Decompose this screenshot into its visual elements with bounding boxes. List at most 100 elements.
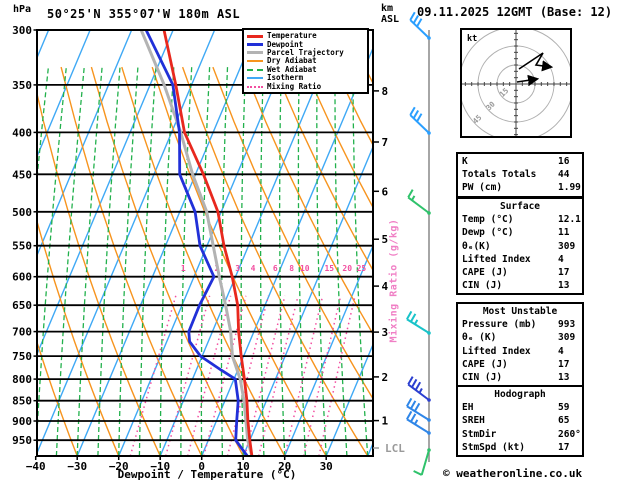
wind-barb [409, 106, 431, 135]
legend-item: Temperature [247, 32, 364, 40]
stat-value: 17 [558, 358, 570, 370]
x-tick-label: 30 [320, 460, 333, 473]
legend-item: Dewpoint [247, 40, 364, 48]
profile-temperature [162, 30, 254, 456]
stat-row: Lifted Index 4 [462, 345, 578, 358]
asl-unit: ASL [381, 14, 400, 25]
stat-label: PW (cm) [462, 182, 503, 194]
stats-section-title: Surface [499, 201, 541, 212]
stat-row: Dewp (°C) 11 [462, 226, 578, 239]
stats-section-title: Hodograph [494, 389, 546, 400]
km-tick-label: 7 [382, 136, 389, 149]
stat-value: 13 [558, 280, 570, 292]
km-tick-label: 5 [382, 233, 389, 246]
km-tick-label: 2 [382, 371, 389, 384]
datetime-header: 09.11.2025 12GMT (Base: 12) [417, 5, 613, 19]
stat-value: 309 [558, 240, 576, 252]
legend-swatch-dotted [247, 85, 263, 88]
pressure-tick-label: 900 [12, 415, 32, 428]
km-tick-labels: 8 7 6 5 4 3 2 1 LCL [373, 85, 405, 455]
x-tick-label: 20 [278, 460, 291, 473]
legend-label: Wet Adiabat [267, 64, 317, 74]
plot-border [36, 29, 374, 457]
stats-section-hodograph: Hodograph EH 59 SREH 65 StmDir 260° StmSpd (kt)… [456, 385, 584, 458]
pressure-tick-label: 750 [12, 350, 32, 363]
lcl-label: LCL [385, 442, 405, 455]
mixing-ratio-label: 4 [251, 264, 256, 273]
x-tick-label: −40 [26, 460, 46, 473]
stat-label: StmSpd (kt) [462, 441, 525, 453]
stat-row: StmDir 260° [462, 428, 581, 441]
pressure-tick-label: 500 [12, 206, 32, 219]
legend-box: Temperature Dewpoint Parcel Trajectory Dry … [242, 28, 369, 94]
pressure-tick-label: 650 [12, 299, 32, 312]
legend-item: Isotherm [247, 74, 364, 82]
stat-value: 59 [558, 402, 570, 414]
stat-value: 993 [558, 319, 576, 331]
stat-label: K [462, 156, 468, 167]
stat-row: Lifted Index 4 [462, 253, 578, 266]
stat-label: SREH [462, 415, 485, 427]
legend-item: Wet Adiabat [247, 64, 364, 74]
km-unit: km [381, 3, 394, 14]
x-tick-label: 10 [237, 460, 250, 473]
stat-row: StmSpd (kt) 17 [462, 441, 578, 454]
wind-barb [409, 11, 431, 40]
legend-swatch-dashed [247, 68, 263, 71]
stat-label: CAPE (J) [462, 358, 508, 370]
km-tick-label: 3 [382, 326, 389, 339]
pressure-tick-label: 700 [12, 326, 32, 339]
isotherm-lines [37, 30, 373, 456]
stat-row: θₑ(K) 309 [462, 240, 578, 253]
stat-row: Totals Totals 44 [462, 168, 578, 181]
mixing-ratio-label: 8 [289, 264, 294, 273]
stat-value: 4 [558, 253, 564, 265]
sounding-profiles [139, 30, 254, 456]
x-tick-label: 0 [198, 460, 205, 473]
mixing-ratio-label: 20 [342, 264, 352, 273]
stats-section-indices: K 16 Totals Totals 44 PW (cm) 1.99 [456, 152, 584, 198]
stat-row: K 16 [462, 155, 578, 168]
hodograph-box: 15 30 45 kt [458, 26, 574, 142]
stat-row: EH 59 [462, 401, 578, 414]
pressure-tick-label: 400 [12, 126, 32, 139]
wind-barb [407, 376, 431, 402]
stats-section-title: Most Unstable [482, 306, 558, 317]
mixing-ratio-label: 1 [181, 264, 186, 273]
pressure-tick-label: 850 [12, 395, 32, 408]
legend-label: Dry Adiabat [267, 56, 317, 66]
stat-value: 1.99 [558, 182, 581, 194]
pressure-tick-labels: 300 350 400 450 500 550 600 650 700 750 800 850 900 9… [12, 24, 37, 447]
legend-item: Mixing Ratio [247, 82, 364, 90]
stat-row: CIN (J) 13 [462, 279, 578, 292]
stat-value: 13 [558, 372, 570, 384]
stat-row: Pressure (mb) 993 [462, 318, 578, 331]
mixing-ratio-label: 15 [324, 264, 334, 273]
stat-label: Dewp (°C) [462, 227, 514, 239]
legend-swatch-solid [247, 51, 263, 55]
wind-barb [406, 310, 431, 335]
x-tick-label: −30 [67, 460, 87, 473]
stat-value: 12.1 [558, 214, 581, 226]
stat-row: SREH 65 [462, 414, 578, 427]
wind-barb [406, 397, 431, 422]
mixing-ratio-label: 3 [235, 264, 240, 273]
hodograph-trace-lower [516, 74, 540, 86]
copyright-footer: © weatheronline.co.uk [443, 467, 583, 480]
stat-label: θₑ (K) [462, 332, 497, 344]
stat-row: Temp (°C) 12.1 [462, 213, 581, 226]
stat-label: Totals Totals [462, 169, 537, 181]
mixing-ratio-axis-label: Mixing Ratio (g/kg) [388, 218, 400, 343]
x-tick-label: −20 [109, 460, 129, 473]
stat-value: 17 [558, 267, 570, 279]
stat-label: Lifted Index [462, 253, 531, 265]
stat-label: Temp (°C) [462, 214, 514, 226]
legend-swatch-solid [247, 43, 263, 47]
mixing-ratio-label: 25 [357, 264, 367, 273]
mixing-ratio-label: 6 [273, 264, 278, 273]
stat-label: CIN (J) [462, 280, 503, 292]
stat-row: CAPE (J) 17 [462, 266, 578, 279]
stat-value: 11 [558, 227, 570, 239]
